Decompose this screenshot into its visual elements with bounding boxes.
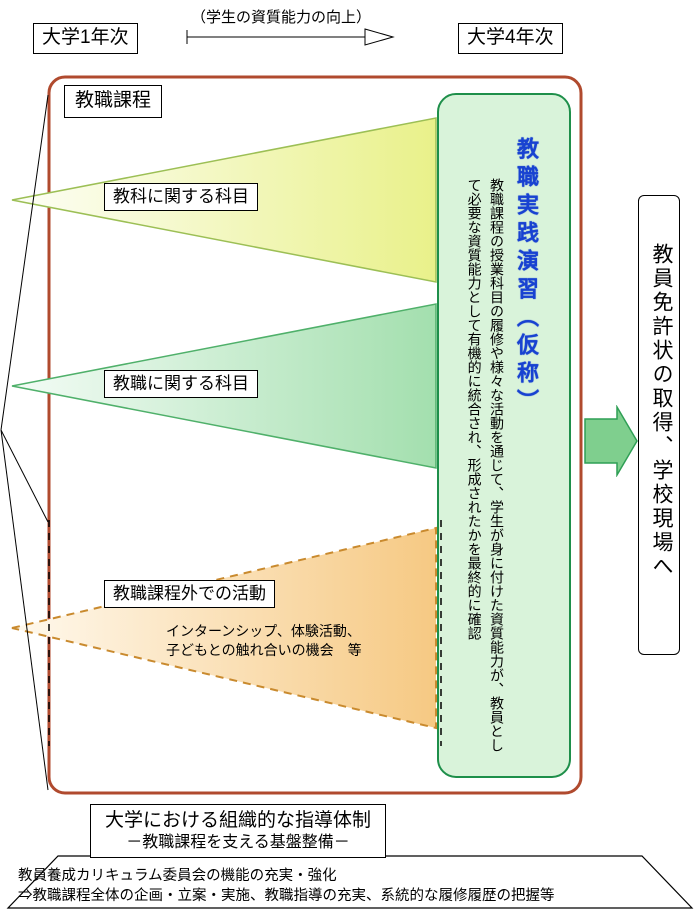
footer-subtitle: －教職課程を支える基盤整備－ — [105, 833, 371, 852]
label-year4: 大学4年次 — [458, 23, 563, 54]
green-panel-title: 教職実践演習（仮称） — [510, 137, 542, 717]
label-subject: 教科に関する科目 — [104, 183, 258, 211]
footer-line2: ⇒教職課程全体の企画・立案・実施、教職指導の充実、系統的な履修履歴の把握等 — [18, 884, 555, 905]
arrow-caption: （学生の資質能力の向上） — [191, 6, 371, 27]
footer-title-box: 大学における組織的な指導体制 －教職課程を支える基盤整備－ — [90, 804, 386, 858]
label-teaching: 教職に関する科目 — [104, 370, 258, 398]
dashed-drop — [47, 520, 445, 750]
footer-line1: 教員養成カリキュラム委員会の機能の充実・強化 — [18, 864, 337, 885]
outcome-arrow — [583, 405, 639, 477]
footer-title: 大学における組織的な指導体制 — [105, 810, 371, 833]
green-panel-body: 教職課程の授業科目の履修や様々な活動を通じて、学生が身に付けた資質能力が、教員と… — [454, 178, 508, 758]
diagram-canvas: 大学1年次 大学4年次 （学生の資質能力の向上） 教職課程 教科に関する科目 — [0, 0, 700, 913]
arrow-progress — [185, 26, 395, 48]
outcome-text: 教員免許状の取得、学校現場へ — [646, 243, 676, 643]
